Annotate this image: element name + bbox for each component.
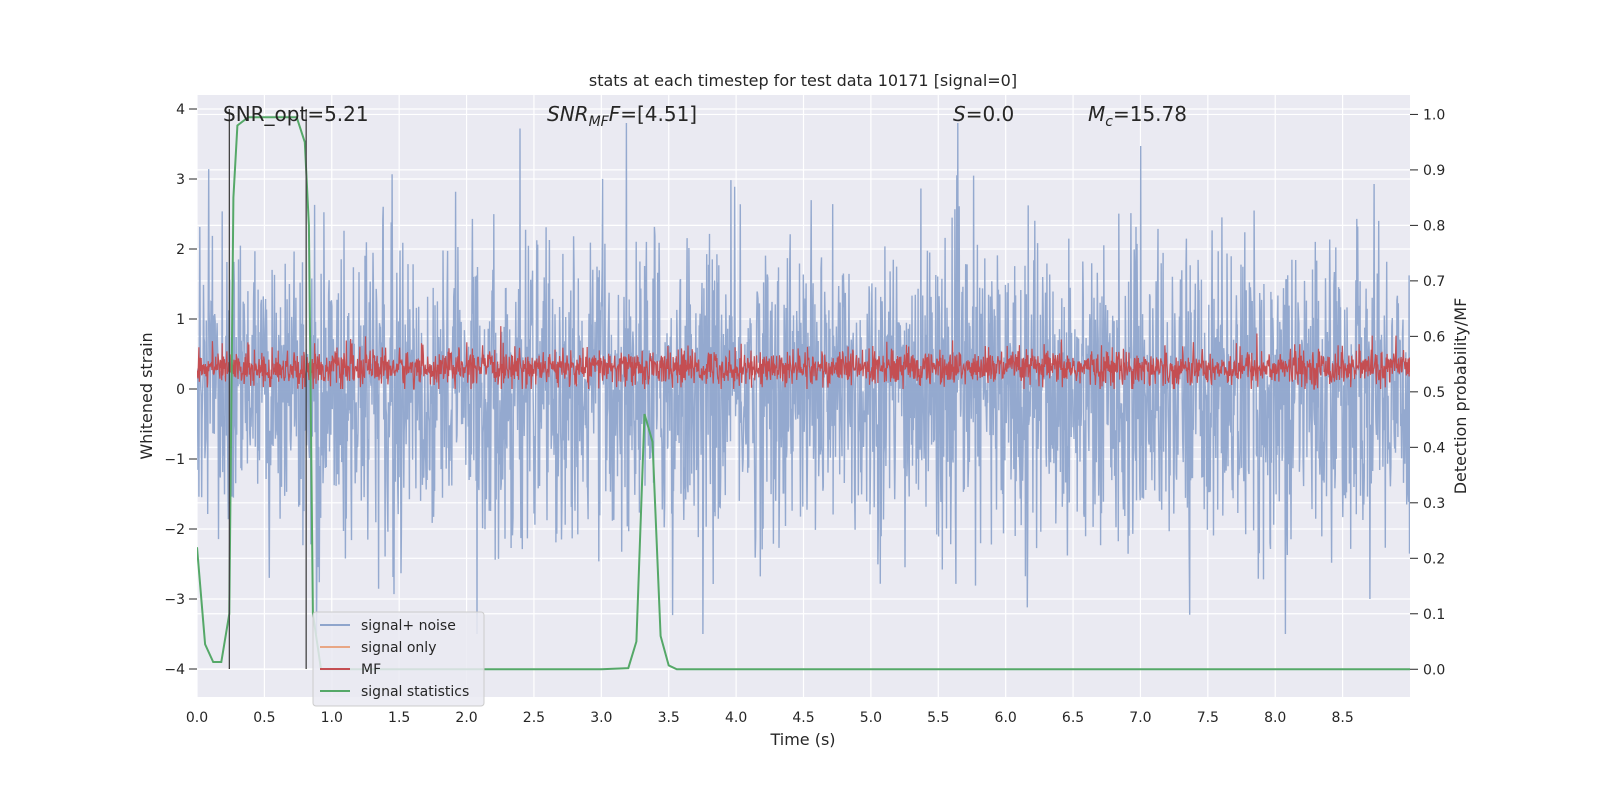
x-tick-label: 0.0 [186,710,208,726]
x-tick-label: 5.5 [927,710,949,726]
y-right-tick-label: 1.0 [1423,107,1445,123]
x-tick-label: 8.5 [1331,710,1353,726]
y-axis-label: Whitened strain [137,332,156,459]
x-tick-label: 2.0 [455,710,477,726]
y-tick-label: 2 [176,242,185,258]
annotation-snr-mf-sub: MF [589,114,610,130]
x-tick-label: 7.0 [1129,710,1151,726]
y-right-tick-label: 0.5 [1423,385,1445,401]
y-right-tick-label: 0.6 [1423,329,1445,345]
series-mf [197,326,1410,390]
vertical-markers [228,109,307,669]
annotation-mc-main: M [1088,102,1105,126]
annotation-snr-mf-main: SNR [547,102,589,126]
annotation-snr-mf-letter: F [609,102,621,126]
annotation-s-main: S [953,102,966,126]
annotation-s: S=0.0 [953,102,1014,126]
legend-label-signal-statistics: signal statistics [361,684,469,700]
y-right-tick-label: 0.7 [1423,274,1445,290]
y-tick-label: −2 [164,522,185,538]
x-tick-label: 4.5 [792,710,814,726]
annotation-snr-opt: SNR_opt=5.21 [223,102,369,126]
annotation-mc: Mc=15.78 [1088,102,1187,130]
x-tick-label: 6.0 [995,710,1017,726]
x-tick-label: 1.5 [388,710,410,726]
x-axis-ticks: 0.0 0.5 1.0 1.5 2.0 2.5 3.0 3.5 4.0 4.5 5.0 5.5 6.0 6… [186,710,1354,726]
annotation-snr-mf: SNRMFF=[4.51] [547,102,697,130]
x-tick-label: 8.0 [1264,710,1286,726]
y-tick-label: −1 [164,452,185,468]
y-right-tick-label: 0.4 [1423,440,1445,456]
y-right-tick-label: 0.9 [1423,163,1445,179]
y-right-tick-label: 0.0 [1423,662,1445,678]
legend: signal+ noise signal only MF signal stat… [312,611,485,707]
y-right-tick-label: 0.3 [1423,496,1445,512]
y-tick-label: 1 [176,312,185,328]
legend-box [312,611,485,707]
annotation-mc-sub: c [1105,114,1113,130]
legend-label-signal-noise: signal+ noise [361,618,456,634]
y-tick-label: 0 [176,382,185,398]
y-tick-label: −4 [164,662,185,678]
x-tick-label: 1.0 [321,710,343,726]
x-tick-label: 3.5 [658,710,680,726]
y-right-tick-label: 0.8 [1423,218,1445,234]
y-right-tick-label: 0.2 [1423,551,1445,567]
annotation-mc-value: =15.78 [1113,102,1187,126]
x-tick-label: 7.5 [1197,710,1219,726]
y-tick-label: −3 [164,592,185,608]
x-tick-label: 4.0 [725,710,747,726]
x-tick-label: 3.0 [590,710,612,726]
x-tick-label: 5.0 [860,710,882,726]
x-tick-label: 0.5 [253,710,275,726]
legend-label-mf: MF [361,662,381,678]
y-right-axis-ticks: 0.0 0.1 0.2 0.3 0.4 0.5 0.6 0.7 0.8 0.9 1.0 [1410,107,1445,678]
legend-label-signal-only: signal only [361,640,436,656]
x-tick-label: 2.5 [523,710,545,726]
y-right-tick-label: 0.1 [1423,607,1445,623]
y-right-axis-label: Detection probability/MF [1451,298,1470,495]
y-tick-label: 4 [176,102,185,118]
y-axis-ticks: −4 −3 −2 −1 0 1 2 3 4 [164,102,197,678]
series-signal-noise [197,122,1410,635]
annotation-snr-mf-value: =[4.51] [620,102,697,126]
x-tick-label: 6.5 [1062,710,1084,726]
chart-title: stats at each timestep for test data 101… [589,71,1017,90]
x-axis-label: Time (s) [769,730,835,749]
annotation-s-value: =0.0 [966,102,1015,126]
y-tick-label: 3 [176,172,185,188]
